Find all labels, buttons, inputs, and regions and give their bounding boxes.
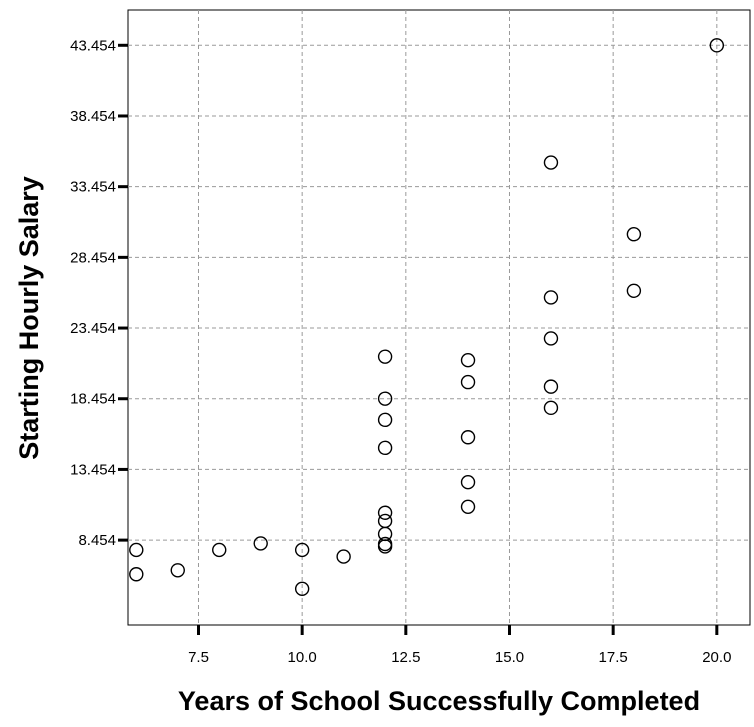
x-tick-label: 12.5 [391,649,420,666]
data-point [709,38,725,53]
data-point [460,475,476,490]
x-tick-label: 7.5 [188,649,209,666]
data-point [129,567,144,582]
data-point [377,539,393,554]
data-point [626,283,642,298]
y-tick-label: 43.454 [70,37,116,54]
y-axis-label: Starting Hourly Salary [14,176,44,460]
y-tick-label: 13.454 [70,461,116,478]
x-axis-ticks: 7.5 10.0 12.5 15.0 17.5 20.0 [188,625,731,666]
data-point [170,563,185,578]
data-point [294,581,310,597]
data-point [377,391,393,406]
data-point [543,400,559,416]
data-point [460,352,476,368]
plot-area [127,9,751,626]
y-tick-label: 38.454 [70,108,116,125]
data-point [377,440,393,456]
data-point [336,549,351,564]
data-point [212,542,227,558]
data-point [543,331,559,346]
grid-lines [128,10,750,625]
data-point [543,155,559,170]
x-tick-label: 10.0 [288,649,317,666]
data-points [129,38,725,597]
data-point [129,542,144,558]
data-point [543,290,559,305]
y-tick-label: 18.454 [70,391,116,408]
x-axis-label: Years of School Successfully Completed [178,686,700,716]
x-tick-label: 17.5 [599,649,628,666]
data-point [294,542,310,558]
data-point [377,412,393,428]
data-point [460,374,476,390]
y-axis-ticks: 8.454 13.454 18.454 23.454 28.454 33.454 38.45… [70,37,128,549]
y-tick-label: 33.454 [70,179,116,196]
data-point [253,536,268,551]
y-tick-label: 8.454 [78,532,116,549]
data-point [377,505,393,520]
x-tick-label: 20.0 [702,649,731,666]
y-tick-label: 28.454 [70,249,116,266]
data-point [377,349,393,364]
data-point [460,499,476,515]
y-tick-label: 23.454 [70,320,116,337]
data-point [626,227,642,242]
data-point [543,379,559,394]
x-tick-label: 15.0 [495,649,524,666]
data-point [460,430,476,445]
